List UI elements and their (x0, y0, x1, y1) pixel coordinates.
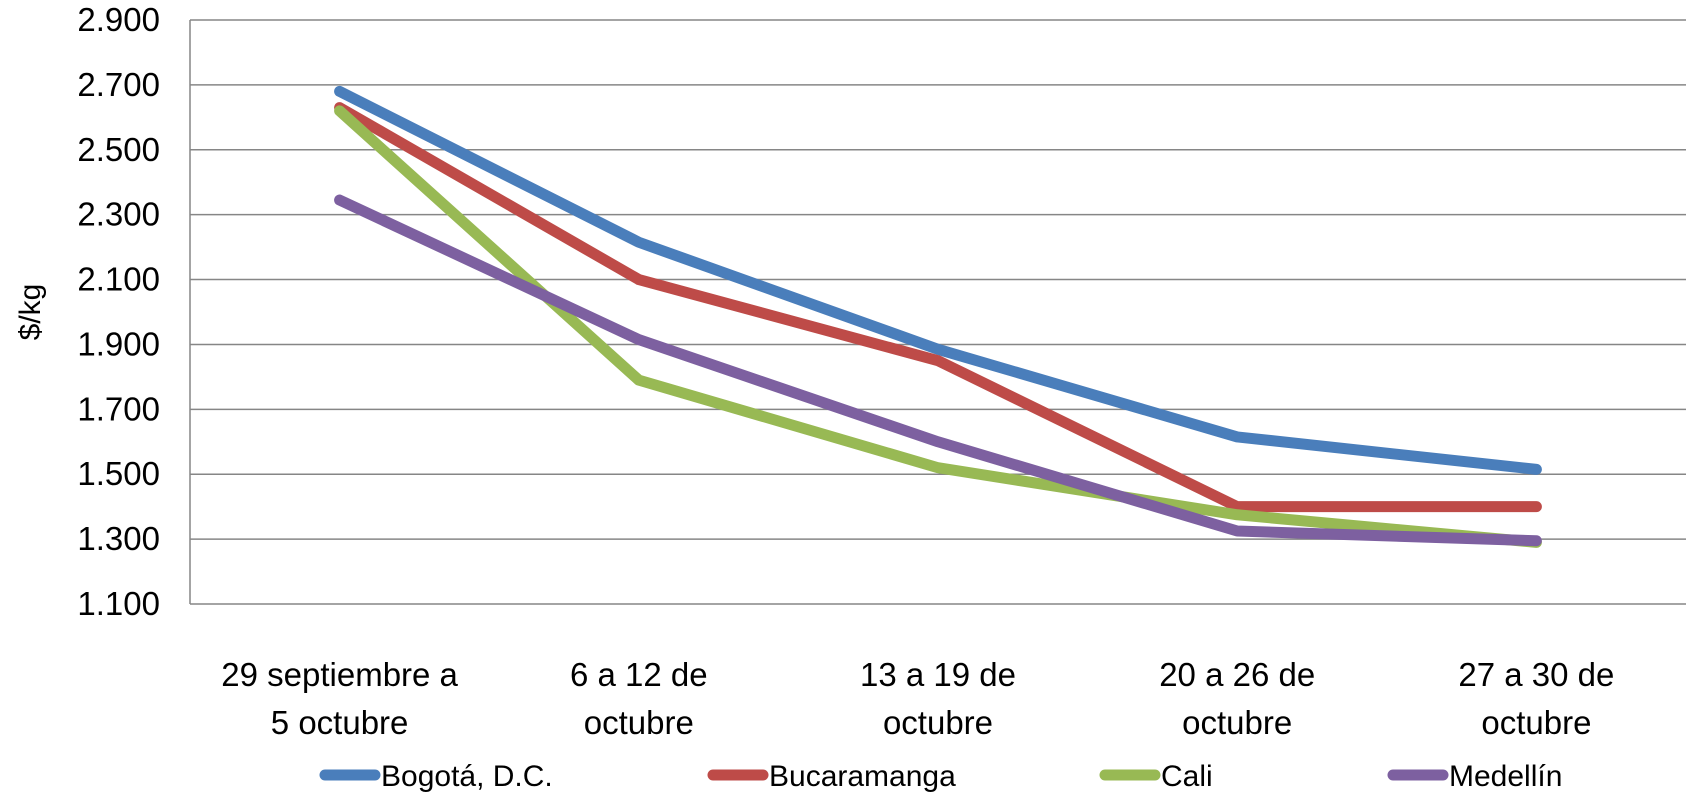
y-tick-label: 1.100 (77, 585, 160, 622)
x-tick-label-line: octubre (584, 704, 694, 741)
legend: Bogotá, D.C. Bucaramanga Cali Medellín (319, 760, 1562, 793)
x-tick-label: 27 a 30 de octubre (1458, 656, 1614, 741)
legend-label: Medellín (1449, 760, 1562, 793)
series-line (334, 105, 1542, 548)
y-tick-labels: 1.100 1.300 1.500 1.700 1.900 2.100 2.300 2.500… (77, 1, 160, 622)
legend-label: Cali (1161, 760, 1213, 793)
series-line (334, 102, 1542, 513)
x-tick-label: 20 a 26 de octubre (1159, 656, 1315, 741)
gridlines (190, 19, 1686, 605)
x-tick-label-line: 29 septiembre a (221, 656, 458, 693)
x-tick-label: 29 septiembre a 5 octubre (221, 656, 458, 741)
series-line (334, 85, 1542, 475)
y-tick-label: 2.100 (77, 261, 160, 298)
x-tick-label: 6 a 12 de octubre (570, 656, 708, 741)
x-tick-label-line: 13 a 19 de (860, 656, 1016, 693)
x-tick-label-line: 5 octubre (271, 704, 409, 741)
y-axis-title: $/kg (14, 284, 47, 341)
legend-label: Bogotá, D.C. (381, 760, 553, 793)
y-tick-label: 2.900 (77, 1, 160, 38)
y-tick-label: 1.500 (77, 455, 160, 492)
x-tick-label-line: 6 a 12 de (570, 656, 708, 693)
x-tick-label-line: 20 a 26 de (1159, 656, 1315, 693)
x-tick-label-line: octubre (1481, 704, 1591, 741)
x-tick-label-line: octubre (883, 704, 993, 741)
x-tick-labels: 29 septiembre a 5 octubre 6 a 12 de octubre… (221, 656, 1614, 741)
y-tick-label: 2.700 (77, 66, 160, 103)
y-tick-label: 2.300 (77, 196, 160, 233)
series-line (334, 194, 1542, 547)
x-tick-label: 13 a 19 de octubre (860, 656, 1016, 741)
x-tick-label-line: 27 a 30 de (1458, 656, 1614, 693)
x-tick-label-line: octubre (1182, 704, 1292, 741)
legend-label: Bucaramanga (769, 760, 956, 793)
y-tick-label: 1.700 (77, 390, 160, 427)
series-lines (334, 85, 1542, 548)
y-tick-label: 1.300 (77, 520, 160, 557)
y-tick-label: 2.500 (77, 131, 160, 168)
y-tick-label: 1.900 (77, 325, 160, 362)
